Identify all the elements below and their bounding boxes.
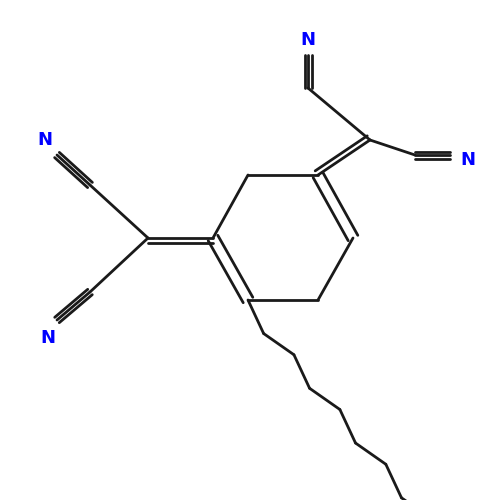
- Text: N: N: [300, 31, 316, 49]
- Text: N: N: [40, 329, 56, 347]
- Text: N: N: [460, 151, 475, 169]
- Text: N: N: [38, 131, 52, 149]
